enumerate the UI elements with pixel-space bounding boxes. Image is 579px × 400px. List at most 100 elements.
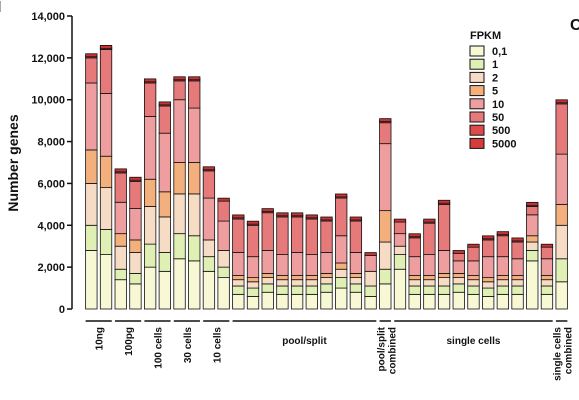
bar-segment xyxy=(423,279,436,287)
bar-stack xyxy=(393,218,407,310)
bar-segment xyxy=(129,239,142,253)
bar-segment xyxy=(349,273,363,279)
bar-segment xyxy=(482,287,495,297)
bar-segment xyxy=(305,218,318,255)
legend-label: 5 xyxy=(492,86,498,98)
bar-top xyxy=(496,231,509,236)
bar-segment xyxy=(379,210,392,243)
bar-segment xyxy=(408,256,421,276)
bar-segment xyxy=(540,285,554,295)
bar-segment xyxy=(467,293,480,310)
bar-stack xyxy=(305,214,318,310)
bar-segment xyxy=(437,285,451,295)
bar-segment xyxy=(173,80,186,101)
bar-segment xyxy=(232,279,245,287)
bar-segment xyxy=(335,287,348,310)
bar-segment xyxy=(158,216,171,253)
bar-segment xyxy=(526,241,539,251)
x-group-label: single cellscombined xyxy=(553,327,575,381)
bar-stack xyxy=(114,168,127,310)
legend-label: 2 xyxy=(492,72,498,84)
bar-top xyxy=(379,118,392,123)
bar-segment xyxy=(335,197,348,237)
bar-segment xyxy=(158,270,171,310)
bar-segment xyxy=(188,162,201,195)
bar-segment xyxy=(526,235,539,243)
bar-top xyxy=(246,220,260,225)
bar-segment xyxy=(232,218,245,253)
bar-stack xyxy=(85,53,98,310)
bar-segment xyxy=(423,285,436,295)
bar-segment xyxy=(276,275,289,281)
bar-segment xyxy=(114,245,127,270)
bar-segment xyxy=(114,233,127,247)
x-group-label: pool/split xyxy=(282,336,327,347)
bar-segment xyxy=(246,281,260,289)
bar-top xyxy=(114,168,127,173)
bar-segment xyxy=(246,224,260,258)
bar-top xyxy=(437,199,451,204)
bar-segment xyxy=(496,279,509,287)
bar-segment xyxy=(511,285,524,295)
bar-segment xyxy=(349,283,363,293)
bar-segment xyxy=(482,239,495,258)
bar-segment xyxy=(232,275,245,281)
bar-stack xyxy=(379,118,392,310)
bar-segment xyxy=(408,237,421,258)
bar-segment xyxy=(85,224,98,251)
bar-top xyxy=(540,243,554,248)
bar-segment xyxy=(555,203,568,226)
legend-label: 5000 xyxy=(492,138,516,150)
bar-segment xyxy=(129,252,142,274)
bar-segment xyxy=(232,293,245,310)
bar-stack xyxy=(202,166,216,310)
bar-segment xyxy=(158,252,171,272)
bar-segment xyxy=(393,233,407,247)
x-group: 30 cells xyxy=(173,320,200,363)
bar-top xyxy=(393,218,407,223)
bar-stack xyxy=(188,76,201,310)
bar-top xyxy=(129,176,142,181)
bar-segment xyxy=(290,252,304,276)
bar-segment xyxy=(217,266,230,279)
bar-segment xyxy=(202,170,216,199)
bar-segment xyxy=(526,206,539,216)
bar-segment xyxy=(452,283,465,293)
bar-segment xyxy=(173,162,186,195)
x-group: 100pg xyxy=(115,320,142,356)
bars xyxy=(85,44,568,310)
bar-top xyxy=(452,250,465,254)
bar-segment xyxy=(114,268,127,281)
bar-segment xyxy=(276,285,289,295)
bar-segment xyxy=(437,273,451,279)
bar-segment xyxy=(114,279,127,310)
bar-segment xyxy=(555,153,568,205)
bar-segment xyxy=(173,233,186,260)
bar-segment xyxy=(173,193,186,235)
bar-stack xyxy=(129,176,142,310)
bar-segment xyxy=(540,293,554,310)
legend-label: 50 xyxy=(492,112,504,124)
x-group: pool/splitcombined xyxy=(376,320,398,374)
bar-segment xyxy=(320,220,333,253)
legend-item: 2 xyxy=(469,71,498,84)
bar-segment xyxy=(158,191,171,218)
bar-segment xyxy=(511,275,524,281)
bar-top xyxy=(232,214,245,219)
bar-segment xyxy=(452,277,465,285)
panel-label-right: C xyxy=(570,17,579,34)
bar-top xyxy=(173,76,186,81)
bar-stack xyxy=(467,243,480,310)
bar-segment xyxy=(246,296,260,310)
legend-swatch xyxy=(469,85,485,97)
bar-segment xyxy=(423,222,436,255)
bar-stack xyxy=(158,101,171,310)
bar-segment xyxy=(290,216,304,253)
legend-title: FPKM xyxy=(470,30,501,42)
legend-swatch xyxy=(469,137,485,149)
bar-segment xyxy=(290,279,304,287)
bar-segment xyxy=(114,172,127,203)
bar-segment xyxy=(511,279,524,287)
bar-segment xyxy=(452,291,465,310)
bar-segment xyxy=(393,268,407,310)
